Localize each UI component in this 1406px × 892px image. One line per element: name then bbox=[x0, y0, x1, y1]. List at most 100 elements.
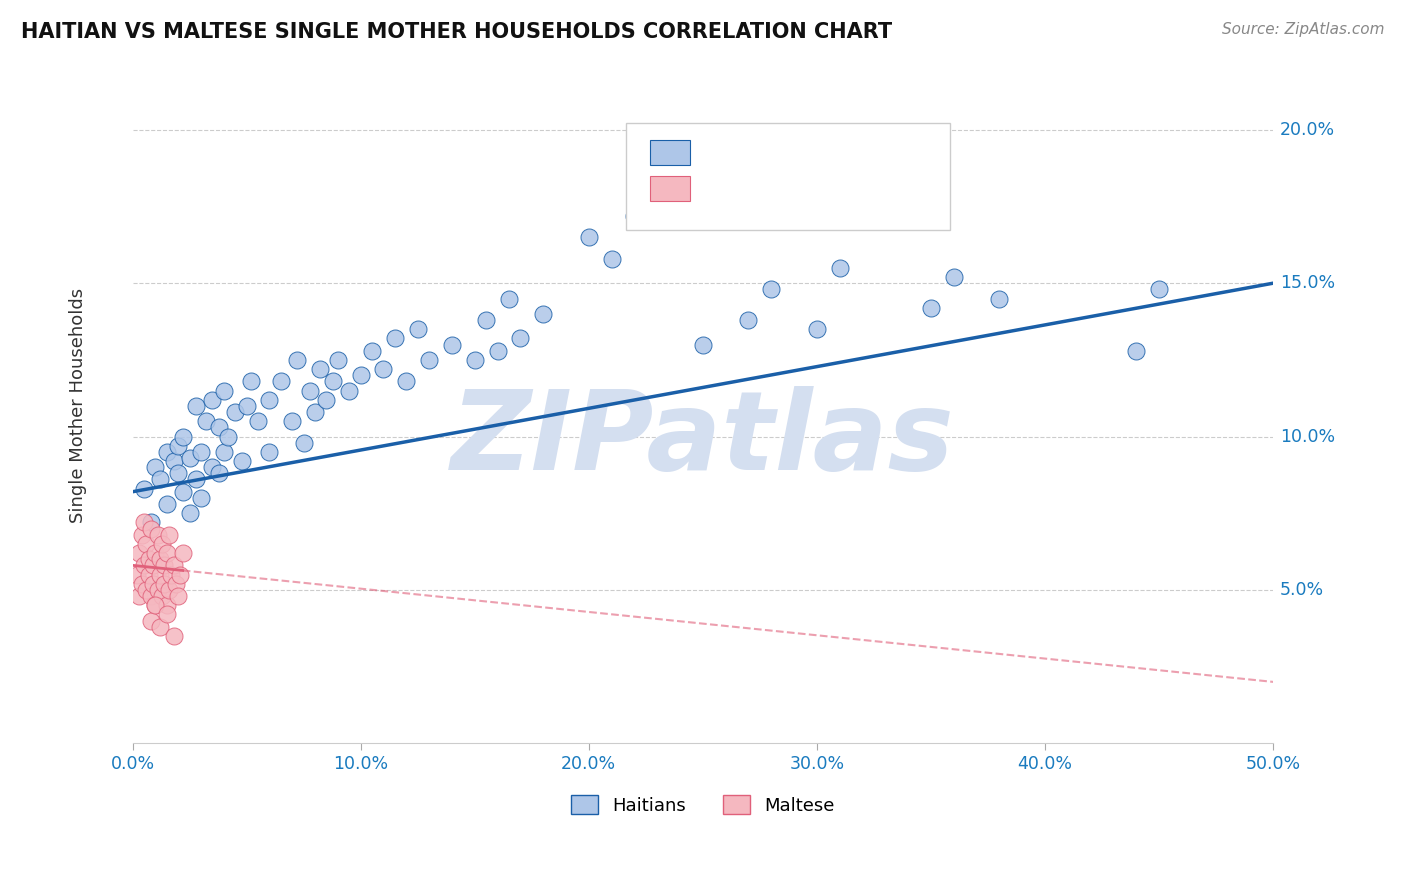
Point bbox=[169, 567, 191, 582]
Point bbox=[149, 552, 172, 566]
Point bbox=[167, 467, 190, 481]
Point bbox=[600, 252, 623, 266]
Point bbox=[186, 399, 208, 413]
Text: R =: R = bbox=[702, 144, 740, 161]
Text: 0.440: 0.440 bbox=[737, 144, 787, 161]
Point bbox=[135, 537, 157, 551]
Text: N =: N = bbox=[824, 179, 863, 197]
Text: 15.0%: 15.0% bbox=[1279, 274, 1336, 293]
Point bbox=[179, 450, 201, 465]
Point bbox=[247, 414, 270, 428]
Point bbox=[259, 445, 281, 459]
Point bbox=[406, 322, 429, 336]
Point bbox=[395, 375, 418, 389]
Point bbox=[224, 405, 246, 419]
Text: ZIPatlas: ZIPatlas bbox=[451, 386, 955, 493]
Point bbox=[143, 598, 166, 612]
Text: R =: R = bbox=[702, 179, 740, 197]
Point bbox=[761, 282, 783, 296]
Point bbox=[337, 384, 360, 398]
Point bbox=[299, 384, 322, 398]
Point bbox=[217, 429, 239, 443]
Point bbox=[143, 546, 166, 560]
Point bbox=[157, 527, 180, 541]
Point bbox=[157, 582, 180, 597]
Point bbox=[143, 460, 166, 475]
Point bbox=[270, 375, 292, 389]
Point bbox=[373, 362, 395, 376]
Point bbox=[139, 522, 162, 536]
Legend: Haitians, Maltese: Haitians, Maltese bbox=[564, 789, 842, 822]
Text: 20.0%: 20.0% bbox=[1279, 120, 1336, 139]
Point bbox=[160, 567, 183, 582]
Point bbox=[128, 546, 150, 560]
Point bbox=[498, 292, 520, 306]
Point bbox=[208, 467, 231, 481]
Point bbox=[186, 473, 208, 487]
Point bbox=[172, 429, 194, 443]
Point bbox=[1125, 343, 1147, 358]
Point bbox=[146, 527, 169, 541]
Point bbox=[139, 516, 162, 530]
Point bbox=[179, 506, 201, 520]
Point bbox=[190, 491, 212, 505]
Point bbox=[190, 445, 212, 459]
Point bbox=[156, 546, 179, 560]
Point bbox=[623, 209, 645, 223]
Point bbox=[350, 368, 373, 383]
Point bbox=[737, 313, 759, 327]
Point bbox=[142, 558, 165, 573]
Point bbox=[212, 384, 235, 398]
Point bbox=[172, 546, 194, 560]
Point bbox=[194, 414, 217, 428]
Point bbox=[486, 343, 509, 358]
Point bbox=[292, 435, 315, 450]
Point bbox=[138, 567, 160, 582]
Point bbox=[201, 460, 224, 475]
Point bbox=[231, 454, 253, 468]
Point bbox=[942, 270, 965, 285]
Point bbox=[128, 589, 150, 603]
Point bbox=[172, 484, 194, 499]
Point bbox=[259, 392, 281, 407]
Point bbox=[208, 420, 231, 434]
Point bbox=[150, 589, 173, 603]
Point bbox=[131, 576, 153, 591]
Point bbox=[149, 567, 172, 582]
Text: 5.0%: 5.0% bbox=[1279, 581, 1324, 599]
Point bbox=[384, 331, 406, 345]
Point bbox=[131, 527, 153, 541]
Point bbox=[167, 589, 190, 603]
Point bbox=[153, 576, 176, 591]
Point bbox=[281, 414, 304, 428]
Point bbox=[322, 375, 344, 389]
Point bbox=[531, 307, 554, 321]
Text: -0.043: -0.043 bbox=[737, 179, 794, 197]
Text: Source: ZipAtlas.com: Source: ZipAtlas.com bbox=[1222, 22, 1385, 37]
Point bbox=[509, 331, 531, 345]
Point bbox=[240, 375, 263, 389]
Point bbox=[361, 343, 384, 358]
Text: 10.0%: 10.0% bbox=[1279, 427, 1336, 445]
Point bbox=[1147, 282, 1170, 296]
Point bbox=[418, 352, 440, 367]
Point bbox=[149, 620, 172, 634]
Point bbox=[475, 313, 498, 327]
Point bbox=[304, 405, 326, 419]
Point bbox=[132, 482, 155, 496]
Point bbox=[139, 589, 162, 603]
Point bbox=[156, 445, 179, 459]
Point bbox=[132, 558, 155, 573]
Text: 40: 40 bbox=[858, 179, 882, 197]
Point bbox=[153, 558, 176, 573]
Point bbox=[146, 582, 169, 597]
Point bbox=[149, 473, 172, 487]
Point bbox=[142, 576, 165, 591]
Point bbox=[156, 598, 179, 612]
Text: N =: N = bbox=[824, 144, 863, 161]
Point bbox=[132, 516, 155, 530]
Point bbox=[440, 337, 463, 351]
Point bbox=[127, 567, 149, 582]
Point bbox=[162, 629, 184, 643]
Point bbox=[156, 607, 179, 622]
